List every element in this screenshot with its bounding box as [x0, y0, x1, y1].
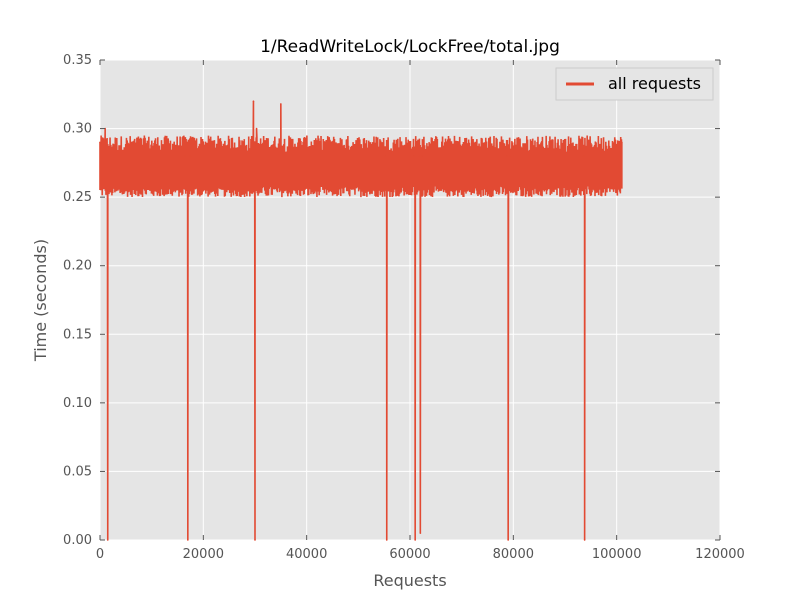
chart-title: 1/ReadWriteLock/LockFree/total.jpg	[260, 37, 560, 57]
data-point	[99, 141, 101, 144]
y-tick-label: 0.25	[63, 190, 92, 205]
series-line	[99, 101, 623, 541]
data-point	[508, 155, 511, 157]
x-tick-label: 0	[96, 547, 104, 562]
axis-ticks	[99, 59, 721, 541]
data-point	[584, 168, 587, 171]
data-point	[252, 100, 255, 102]
y-tick-label: 0.20	[63, 259, 92, 274]
data-point	[187, 539, 189, 541]
data-point	[583, 539, 586, 541]
y-tick-label: 0.00	[63, 533, 92, 548]
y-tick-label: 0.35	[63, 53, 92, 68]
y-tick-label: 0.10	[63, 396, 92, 411]
data-point	[184, 155, 187, 157]
legend-label: all requests	[608, 74, 701, 93]
data-point	[414, 539, 416, 541]
data-point	[582, 155, 585, 157]
x-tick-label: 120000	[695, 547, 745, 562]
data-point	[418, 155, 421, 157]
data-series	[99, 100, 623, 541]
data-point	[507, 539, 509, 541]
data-point	[387, 168, 390, 171]
x-tick-label: 40000	[286, 547, 327, 562]
x-tick-label: 20000	[183, 547, 224, 562]
data-point	[189, 155, 192, 157]
data-point	[254, 539, 256, 541]
data-point	[109, 168, 112, 171]
y-tick-label: 0.30	[63, 122, 92, 137]
x-tick-label: 60000	[389, 547, 430, 562]
y-tick-label: 0.15	[63, 327, 92, 342]
data-point	[419, 532, 422, 534]
data-point	[506, 155, 508, 157]
data-point	[106, 539, 109, 541]
data-point	[384, 155, 387, 157]
x-tick-label: 80000	[493, 547, 534, 562]
data-point	[413, 155, 415, 157]
y-axis-label: Time (seconds)	[31, 239, 50, 362]
data-point	[415, 168, 418, 171]
tick-labels: 0 20000 40000 60000 80000 100000 120000 0.00 0.0…	[63, 53, 745, 562]
data-point	[385, 539, 388, 541]
x-tick-label: 100000	[592, 547, 642, 562]
y-tick-label: 0.05	[63, 464, 92, 479]
data-point	[421, 155, 423, 157]
data-point	[621, 141, 623, 144]
data-point	[280, 103, 282, 105]
legend: all requests	[555, 67, 714, 101]
data-point	[255, 127, 258, 130]
x-axis-label: Requests	[373, 571, 446, 590]
